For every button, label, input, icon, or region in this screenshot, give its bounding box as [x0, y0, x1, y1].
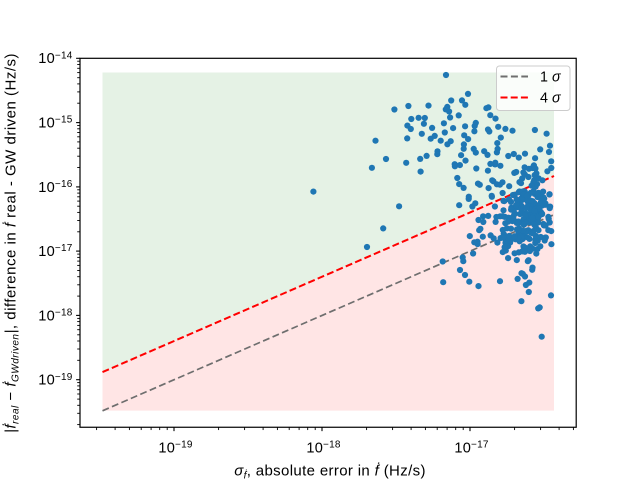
svg-text:1 σ: 1 σ — [540, 70, 562, 86]
svg-text:σḟ, absolute error in ḟ (Hz/: σḟ, absolute error in ḟ (Hz/s) — [234, 462, 426, 480]
svg-text:|ḟreal − ḟGWdriven|, differe: |ḟreal − ḟGWdriven|, difference in ḟ … — [2, 53, 22, 433]
svg-text:4 σ: 4 σ — [540, 91, 562, 107]
